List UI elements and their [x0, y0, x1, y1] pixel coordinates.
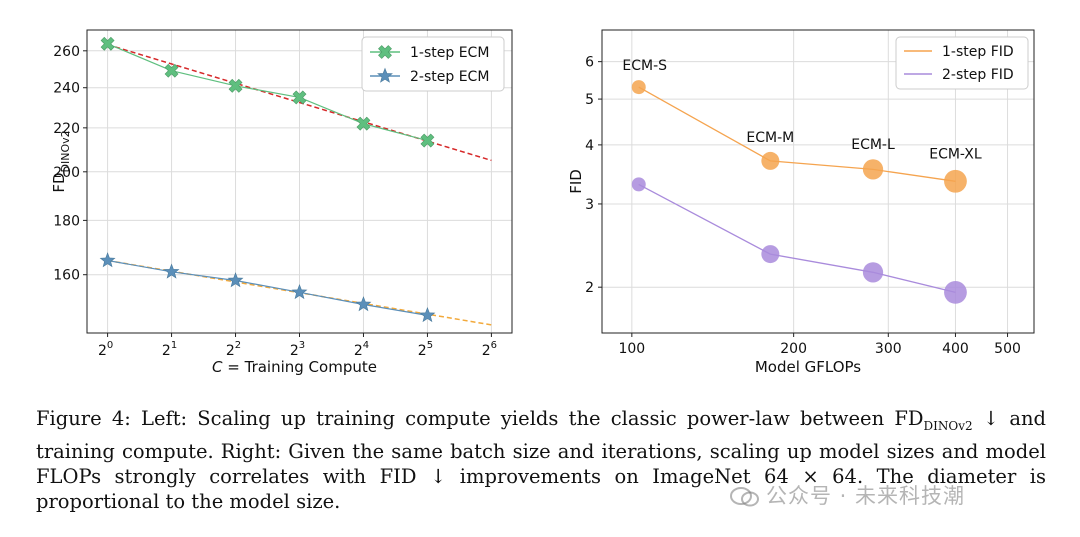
figure-caption: Figure 4: Left: Scaling up training comp… [36, 406, 1046, 514]
data-point [355, 296, 372, 312]
x-tick-label: 25 [418, 340, 433, 359]
series-line-1 [107, 43, 428, 142]
x-tick-label: 24 [354, 340, 369, 359]
y-tick-label: 220 [53, 121, 80, 137]
legend-label: 2-step ECM [410, 69, 489, 85]
fit-line-1 [107, 43, 492, 162]
y-tick-label: 3 [585, 197, 594, 213]
series-line-2 [107, 259, 428, 316]
x-tick-label: 23 [290, 340, 305, 359]
data-point [862, 159, 884, 180]
y-axis-label: FID [567, 169, 585, 194]
watermark: 公众号 · 未来科技潮 [730, 480, 965, 510]
x-axis-label: Model GFLOPs [755, 358, 861, 376]
data-point [291, 283, 308, 300]
data-point [163, 263, 180, 279]
y-tick-label: 240 [53, 81, 80, 97]
data-point [761, 245, 780, 264]
y-axis-label: FDDINOv2 [50, 130, 72, 192]
data-point [100, 36, 115, 51]
data-point [164, 63, 179, 78]
data-point [227, 272, 244, 288]
y-tick-label: 6 [585, 55, 594, 71]
data-point [761, 151, 780, 170]
caption-fid: FID [379, 464, 417, 488]
x-tick-label: 500 [994, 341, 1021, 357]
data-point [356, 116, 371, 131]
legend-marker [378, 45, 392, 59]
data-point [862, 262, 884, 283]
x-tick-label: 100 [618, 341, 645, 357]
caption-label: Figure 4: [36, 407, 131, 430]
y-tick-label: 180 [53, 213, 80, 229]
point-label: ECM-M [746, 130, 794, 146]
point-label: ECM-XL [929, 147, 982, 163]
x-tick-label: 400 [942, 341, 969, 357]
legend-box [895, 36, 1029, 90]
series-line-2 [638, 183, 956, 294]
legend-label: 2-step FID [942, 67, 1014, 83]
caption-part1: Left: Scaling up training compute yields… [130, 407, 895, 430]
caption-part3: ↓ improvements on ImageNet 64 × 64. The … [36, 464, 1046, 513]
legend-marker [377, 67, 393, 83]
data-point [419, 307, 436, 323]
caption-fd: FD [894, 407, 924, 430]
data-point [292, 90, 307, 105]
wechat-icon [730, 487, 759, 507]
y-tick-label: 200 [53, 165, 80, 181]
point-label: ECM-S [622, 58, 667, 74]
legend-label: 1-step ECM [410, 45, 489, 61]
series-line-1 [638, 86, 956, 182]
data-point [420, 133, 435, 148]
legend: 1-step FID 2-step FID [895, 36, 1029, 90]
data-point [631, 177, 646, 192]
y-tick-label: 4 [585, 138, 594, 154]
caption-part2: ↓ and training compute. Right: Given the… [36, 407, 1046, 488]
data-point [228, 78, 243, 93]
caption-fd-sub: DINOv2 [923, 418, 973, 433]
x-tick-label: 200 [780, 341, 807, 357]
x-tick-label: 21 [162, 340, 177, 359]
legend-label: 1-step FID [942, 44, 1014, 60]
y-tick-label: 160 [53, 268, 80, 284]
y-tick-label: 260 [53, 44, 80, 60]
left-chart: 160 180 200 220 240 260 20 21 22 23 24 25 26 C = Trai… [50, 29, 513, 376]
point-label: ECM-L [851, 137, 895, 153]
x-tick-label: 22 [226, 340, 241, 359]
legend: 1-step ECM 2-step ECM [361, 36, 505, 92]
x-axis-label: C = Training Compute [212, 358, 377, 376]
y-tick-label: 5 [585, 92, 594, 108]
y-tick-label: 2 [585, 280, 594, 296]
plot-frame [601, 29, 1035, 334]
x-tick-label: 300 [875, 341, 902, 357]
watermark-text: 公众号 · 未来科技潮 [766, 484, 966, 508]
data-point [944, 281, 967, 304]
x-tick-label: 20 [98, 340, 113, 359]
x-tick-label: 26 [482, 340, 497, 359]
data-point [99, 252, 116, 268]
right-chart: ECM-S ECM-M ECM-L ECM-XL 2 3 4 5 6 100 200 300 400 50… [567, 29, 1035, 376]
data-point [944, 169, 967, 193]
data-point [631, 80, 646, 95]
legend-box [361, 36, 505, 92]
